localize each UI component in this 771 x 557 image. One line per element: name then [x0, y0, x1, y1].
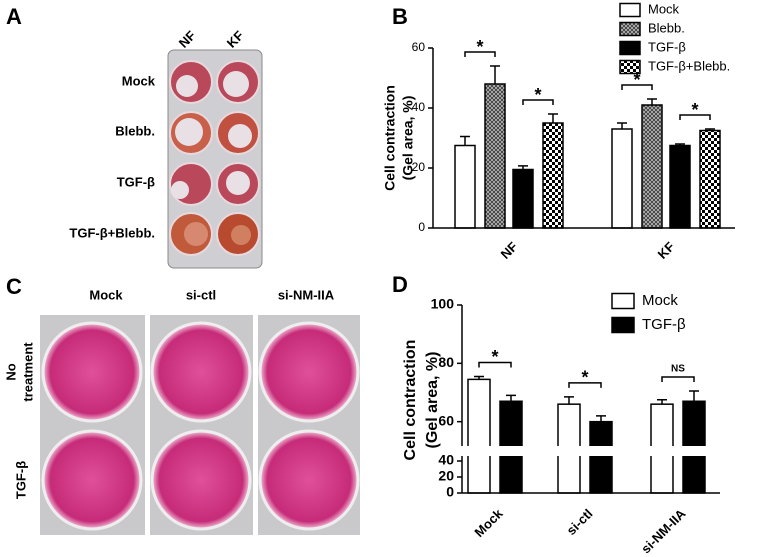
y-tick-label: 100: [431, 296, 455, 312]
legend-swatch: [619, 2, 641, 18]
row-label: TGF-β: [117, 174, 155, 189]
error-bar: [460, 135, 470, 146]
panel-label: D: [392, 272, 408, 297]
legend-swatch: [619, 59, 641, 75]
error-bar: [490, 65, 500, 84]
error-bar: [647, 98, 657, 105]
legend-label: TGF-β: [642, 316, 686, 333]
legend-swatch: [619, 21, 641, 37]
error-bar: [689, 390, 699, 402]
row-label: Mock: [122, 73, 156, 88]
panel-label: A: [6, 4, 22, 29]
y-tick-label: 20: [438, 468, 454, 484]
column-label: NF: [176, 28, 199, 51]
significance-label: *: [691, 100, 698, 120]
bar: [512, 168, 534, 229]
panel-label: C: [6, 274, 22, 299]
bar: [589, 420, 613, 494]
x-tick-label: si-ctl: [563, 506, 595, 538]
y-tick-label: 60: [412, 40, 426, 54]
x-tick-label: Mock: [471, 505, 506, 540]
legend-label: TGF-β+Blebb.: [648, 58, 730, 73]
error-bar: [657, 399, 667, 405]
significance-label: *: [633, 70, 640, 90]
legend-label: TGF-β: [648, 39, 686, 54]
column-label: Mock: [89, 287, 123, 302]
x-tick-label: NF: [498, 239, 521, 262]
x-tick-label: KF: [655, 239, 678, 262]
row-label: TGF-β: [13, 461, 28, 499]
y-axis-label: Cell contraction: [402, 340, 419, 461]
y-axis-label: (Gel area, %): [400, 96, 416, 181]
y-tick-label: 0: [418, 220, 425, 234]
error-bar: [506, 394, 516, 402]
error-bar: [675, 143, 685, 146]
y-tick-label: 40: [438, 452, 454, 468]
significance-bracket: [522, 99, 554, 105]
column-label: si-NM-IIA: [278, 287, 335, 302]
significance-bracket: [568, 382, 602, 388]
row-label: treatment: [20, 342, 35, 402]
significance-label: *: [581, 368, 588, 388]
error-bar: [617, 122, 627, 129]
significance-label: NS: [671, 364, 685, 375]
error-bar: [705, 128, 715, 131]
photo-c: [40, 315, 360, 535]
significance-bracket: [661, 376, 695, 383]
bar: [484, 83, 506, 229]
bar: [611, 128, 633, 229]
legend-label: Mock: [642, 292, 678, 309]
significance-label: *: [534, 85, 541, 105]
significance-label: *: [476, 37, 483, 57]
bar: [641, 104, 663, 229]
significance-bracket: [679, 114, 711, 120]
error-bar: [474, 375, 484, 380]
legend-label: Blebb.: [648, 20, 685, 35]
legend-swatch: [619, 40, 641, 56]
significance-bracket: [464, 51, 496, 57]
y-tick-label: 0: [446, 484, 454, 500]
column-label: KF: [224, 28, 247, 51]
legend-label: Mock: [648, 1, 680, 16]
y-axis-label: (Gel area, %): [424, 352, 441, 449]
x-tick-label: si-NM-IIA: [638, 506, 689, 557]
row-label: No: [3, 363, 18, 380]
error-bar: [564, 396, 574, 405]
error-bar: [548, 113, 558, 123]
row-label: Blebb.: [115, 123, 155, 138]
significance-bracket: [621, 84, 653, 90]
y-tick-label: 80: [438, 354, 454, 370]
y-tick-label: 20: [412, 160, 426, 174]
legend-swatch: [611, 316, 635, 334]
y-tick-label: 40: [412, 100, 426, 114]
y-axis-label: Cell contraction: [382, 85, 398, 191]
bar: [699, 129, 721, 229]
bar: [467, 378, 491, 494]
bar: [542, 122, 564, 229]
bar: [454, 144, 476, 229]
photo-a: [167, 49, 263, 269]
error-bar: [518, 165, 528, 170]
legend-swatch: [611, 292, 635, 310]
significance-label: *: [491, 347, 498, 367]
bar: [669, 144, 691, 229]
axis-break: [454, 446, 720, 456]
panel-label: B: [392, 4, 408, 29]
column-label: si-ctl: [186, 287, 216, 302]
error-bar: [596, 415, 606, 422]
row-label: TGF-β+Blebb.: [69, 225, 155, 240]
y-tick-label: 60: [438, 412, 454, 428]
significance-bracket: [478, 361, 512, 368]
